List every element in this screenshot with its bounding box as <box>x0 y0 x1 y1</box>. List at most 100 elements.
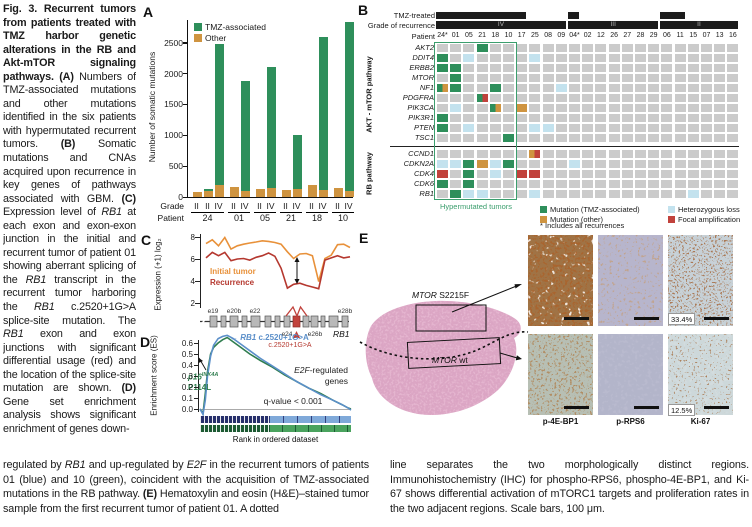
y-tick-label: 0.0 <box>181 404 193 414</box>
legend-item-het: Heterozygous loss <box>668 205 740 214</box>
oncoprint-cell-PTEN-29 <box>648 124 660 132</box>
oncoprint-cell-CDKN2A-27 <box>621 160 633 168</box>
exon-box <box>229 315 239 328</box>
y-tick-mark <box>183 196 188 198</box>
oncoprint-cell-CDK6-11 <box>674 180 686 188</box>
bar-other-segment <box>334 188 343 197</box>
oncoprint-cell-CDK6-04* <box>569 180 580 188</box>
oncoprint-cell-NF1-07 <box>701 84 712 92</box>
exon-box <box>283 315 291 328</box>
caption-segment: in the recurrent tumors of patients 01 (… <box>3 459 369 501</box>
oncoprint-cell-PDGFRA-10 <box>503 94 514 102</box>
oncoprint-cell-DDIT4-04* <box>569 54 580 62</box>
tmz-treated-bar <box>568 12 580 19</box>
grade-label: IV <box>292 201 301 211</box>
bar-other-segment <box>293 188 302 197</box>
arrow-to-top-ihc-head <box>514 284 522 289</box>
ki67-percentage-wt: 12.5% <box>668 404 696 416</box>
bar-other-segment <box>282 190 291 197</box>
oncoprint-cell-PDGFRA-21 <box>476 94 488 102</box>
oncoprint-cell-CDK6-02 <box>582 180 594 188</box>
oncoprint-cell-PIK3R1-05 <box>463 114 475 122</box>
caption-segment: Somatic mutations and CNAs acquired upon… <box>3 138 136 205</box>
arrow-glyph: ← <box>230 333 241 342</box>
patient-header-29: 29 <box>649 32 658 39</box>
p16-pointer-arrowhead <box>198 358 203 363</box>
ihc-image-p4ebp1-wt <box>528 334 593 415</box>
oncoprint-cell-CDKN2A-04* <box>569 160 580 168</box>
oncoprint-cell-PIK3CA-26 <box>608 104 620 112</box>
patient-group-label: 05 <box>259 213 270 223</box>
oncoprint-cell-AKT2-25 <box>529 44 541 52</box>
bar-other-segment <box>319 189 328 197</box>
oncoprint-cell-AKT2-29 <box>648 44 660 52</box>
exon-box <box>320 315 326 328</box>
oncoprint-cell-AKT2-17 <box>516 44 528 52</box>
oncoprint-cell-ERBB2-02 <box>582 64 594 72</box>
e2f-rest: -regulated <box>309 365 348 375</box>
caption-segment: Gene set enrichment analysis shows signi… <box>3 395 136 435</box>
oncoprint-cell-TSC1-02 <box>582 134 594 142</box>
bar-patient01-gradeII <box>230 187 239 197</box>
bar-other-segment <box>215 185 224 197</box>
exon-box-differential <box>292 315 301 328</box>
oncoprint-cell-ERBB2-09 <box>555 64 567 72</box>
oncoprint-cell-CDK6-17 <box>516 180 528 188</box>
bar-patient24-gradeII <box>193 192 202 197</box>
patient-row-label-b: Patient <box>411 32 435 41</box>
oncoprint-cell-DDIT4-21 <box>476 54 488 62</box>
arrow-to-bottom-ihc-head <box>515 355 522 361</box>
oncoprint-cell-TSC1-24* <box>437 134 448 142</box>
oncoprint-cell-CCND1-15 <box>687 150 699 158</box>
patient-header-26: 26 <box>610 32 618 39</box>
oncoprint-cell-ERBB2-04* <box>569 64 580 72</box>
patient-group-line <box>228 212 250 213</box>
figure-caption-bottom-left: regulated by RB1 and up-regulated by E2F… <box>3 458 369 516</box>
exon-box <box>302 315 310 328</box>
panel-e-label: E <box>359 230 369 246</box>
caption-segment: (B) <box>60 138 76 151</box>
rb1-exon-diagram: e19 e20b e22 e28b e24 e26b RB1 c.2520+1G… <box>200 305 353 349</box>
oncoprint-cell-AKT2-15 <box>687 44 699 52</box>
oncoprint-cell-TSC1-18 <box>489 134 501 142</box>
ihc-label-p4ebp1: p-4E-BP1 <box>542 417 579 426</box>
bar-patient18-gradeII <box>308 184 317 197</box>
caption-segment: Fig. 3. Recurrent tumors from patients t… <box>3 3 136 83</box>
legend-swatch-het <box>668 206 675 213</box>
oncoprint-cell-CCND1-17 <box>516 150 528 158</box>
oncoprint-cell-CDKN2A-25 <box>529 160 541 168</box>
oncoprint-cell-NF1-06 <box>661 84 673 92</box>
oncoprint-cell-CDKN2A-01 <box>450 160 462 168</box>
oncoprint-cell-DDIT4-07 <box>701 54 712 62</box>
other-legend-label: Other <box>205 33 227 43</box>
oncoprint-cell-MTOR-16 <box>727 74 739 82</box>
oncoprint-cell-TSC1-07 <box>701 134 712 142</box>
oncoprint-cell-NF1-11 <box>674 84 686 92</box>
oncoprint-cell-PDGFRA-16 <box>727 94 739 102</box>
oncoprint-cell-PIK3R1-16 <box>727 114 739 122</box>
bar-patient05-gradeIV <box>267 66 276 197</box>
caption-segment: RB1 <box>25 273 47 286</box>
oncoprint-cell-PIK3R1-13 <box>714 114 726 122</box>
patient-header-07: 07 <box>702 32 711 39</box>
ihc-image-prps6-mutant <box>598 235 663 326</box>
oncoprint-cell-TSC1-25 <box>529 134 541 142</box>
y-tick-mark <box>183 165 188 167</box>
oncoprint-cell-PIK3CA-27 <box>621 104 633 112</box>
oncoprint-cell-DDIT4-02 <box>582 54 594 62</box>
oncoprint-cell-NF1-28 <box>635 84 646 92</box>
oncoprint-cell-CCND1-05 <box>463 150 475 158</box>
exon-label-e20b: e20b <box>227 308 242 315</box>
bar-patient10-gradeIV <box>345 22 354 197</box>
oncoprint-cell-CCND1-18 <box>489 150 501 158</box>
oncoprint-cell-DDIT4-05 <box>463 54 475 62</box>
q-value-label: q-value < 0.001 <box>263 396 323 406</box>
grade-label: IV <box>318 201 327 211</box>
oncoprint-cell-ERBB2-11 <box>674 64 686 72</box>
oncoprint-cell-DDIT4-28 <box>635 54 646 62</box>
grade-label: IV <box>214 201 223 211</box>
oncoprint-cell-CDK6-07 <box>701 180 712 188</box>
caption-segment: RB1 <box>64 459 86 471</box>
oncoprint-cell-PIK3CA-28 <box>635 104 646 112</box>
oncoprint-cell-CDK4-27 <box>621 170 633 178</box>
